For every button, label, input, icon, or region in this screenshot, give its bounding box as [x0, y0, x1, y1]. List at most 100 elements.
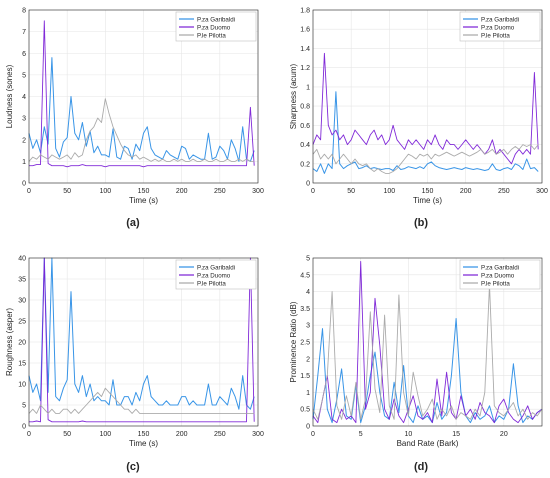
- y-tick-label: 1.8: [300, 8, 310, 15]
- y-tick-label: 40: [18, 256, 26, 263]
- y-tick-label: 3.5: [300, 306, 310, 313]
- series-line-3: [312, 284, 543, 420]
- x-tick-label: 200: [460, 188, 472, 195]
- x-tick-label: 15: [452, 431, 460, 438]
- y-tick-label: 5: [22, 403, 26, 410]
- x-tick-label: 50: [347, 188, 355, 195]
- y-tick-label: 0: [22, 424, 26, 431]
- panel-1: 0 50 100 150 200 250 300 0 1 2 3 4 5 6 7 8 Time (s) Loudn…: [5, 8, 264, 230]
- legend-entry: P.za Duomo: [197, 272, 231, 279]
- x-tick-label: 0: [27, 188, 31, 195]
- x-tick-label: 0: [27, 431, 31, 438]
- x-tick-label: 50: [63, 188, 71, 195]
- x-tick-label: 50: [63, 431, 71, 438]
- y-tick-label: 4: [22, 94, 26, 101]
- y-axis-label: Sharpness (acum): [289, 63, 298, 129]
- y-tick-label: 7: [22, 29, 26, 36]
- y-axis-label: Prominence Ratio (dB): [289, 301, 298, 382]
- plot-frame: [312, 9, 543, 184]
- x-tick-label: 100: [383, 188, 395, 195]
- y-axis-label: Loudness (sones): [5, 64, 14, 128]
- legend-entry: P.le Pilotta: [197, 32, 226, 39]
- y-tick-label: 10: [18, 382, 26, 389]
- legend-entry: P.za Duomo: [197, 24, 231, 31]
- legend-entry: P.za Garibaldi: [197, 264, 235, 271]
- y-tick-label: 25: [18, 319, 26, 326]
- y-tick-label: 4.5: [300, 272, 310, 279]
- x-tick-label: 250: [214, 188, 226, 195]
- y-tick-label: 20: [18, 340, 26, 347]
- x-tick-label: 100: [99, 188, 111, 195]
- y-tick-label: 30: [18, 298, 26, 305]
- plot-frame: [28, 9, 259, 184]
- y-tick-label: 0: [306, 181, 310, 188]
- y-tick-label: 2: [22, 137, 26, 144]
- series-line-3: [28, 387, 255, 414]
- x-tick-label: 150: [138, 431, 150, 438]
- x-tick-label: 200: [176, 431, 188, 438]
- y-tick-label: 0: [22, 181, 26, 188]
- panel-label: (d): [414, 461, 428, 473]
- legend-entry: P.le Pilotta: [481, 280, 510, 287]
- x-tick-label: 150: [138, 188, 150, 195]
- series-line-2: [29, 257, 255, 423]
- plot-frame: [312, 257, 543, 427]
- x-axis-label: Time (s): [413, 196, 442, 205]
- y-tick-label: 1.5: [300, 373, 310, 380]
- legend-entry: P.le Pilotta: [197, 280, 226, 287]
- x-tick-label: 100: [99, 431, 111, 438]
- series-line-1: [28, 57, 255, 162]
- x-tick-label: 0: [311, 431, 315, 438]
- series-line-1: [312, 318, 543, 424]
- y-tick-label: 0.6: [300, 123, 310, 130]
- x-axis-label: Band Rate (Bark): [397, 439, 459, 448]
- y-tick-label: 5: [22, 72, 26, 79]
- y-tick-label: 8: [22, 8, 26, 15]
- panel-4: 0 5 10 15 20 0 0.5 1 1.5 2 2.5 3 3.5 4 4.5 5 Band Rate (…: [289, 256, 543, 473]
- y-tick-label: 1: [306, 84, 310, 91]
- y-tick-label: 1: [306, 390, 310, 397]
- x-tick-label: 0: [311, 188, 315, 195]
- y-tick-label: 6: [22, 51, 26, 58]
- y-tick-label: 0.4: [300, 142, 310, 149]
- x-tick-label: 300: [252, 431, 264, 438]
- y-tick-label: 0.8: [300, 104, 310, 111]
- series-line-3: [312, 144, 539, 174]
- y-tick-label: 2: [306, 356, 310, 363]
- plot-frame: [28, 257, 259, 427]
- x-tick-label: 300: [252, 188, 264, 195]
- x-axis-label: Time (s): [129, 196, 158, 205]
- series-line-1: [28, 257, 255, 410]
- panel-label: (a): [126, 217, 140, 229]
- legend-entry: P.za Duomo: [481, 24, 515, 31]
- series-line-3: [28, 98, 255, 162]
- legend-entry: P.le Pilotta: [481, 32, 510, 39]
- y-tick-label: 35: [18, 277, 26, 284]
- y-tick-label: 0.5: [300, 407, 310, 414]
- legend-entry: P.za Garibaldi: [197, 16, 235, 23]
- y-tick-label: 0.2: [300, 161, 310, 168]
- panel-2: 0 50 100 150 200 250 300 0 0.2 0.4 0.6 0.8 1 1.2 1.4 1.…: [289, 8, 548, 230]
- x-tick-label: 20: [500, 431, 508, 438]
- y-tick-label: 2.5: [300, 340, 310, 347]
- x-tick-label: 10: [405, 431, 413, 438]
- legend-entry: P.za Garibaldi: [481, 16, 519, 23]
- panel-label: (c): [126, 461, 140, 473]
- series-line-1: [312, 91, 539, 174]
- panel-label: (b): [414, 217, 428, 229]
- y-tick-label: 15: [18, 361, 26, 368]
- y-tick-label: 1: [22, 159, 26, 166]
- legend-entry: P.za Garibaldi: [481, 264, 519, 271]
- x-tick-label: 250: [498, 188, 510, 195]
- panel-3: 0 50 100 150 200 250 300 0 5 10 15 20 25 30 35 40 Time (…: [5, 256, 264, 474]
- x-tick-label: 150: [422, 188, 434, 195]
- x-tick-label: 200: [176, 188, 188, 195]
- y-tick-label: 0: [306, 424, 310, 431]
- y-tick-label: 1.6: [300, 27, 310, 34]
- y-axis-label: Roughness (asper): [5, 308, 14, 376]
- y-tick-label: 3: [22, 116, 26, 123]
- legend-entry: P.za Duomo: [481, 272, 515, 279]
- x-tick-label: 300: [536, 188, 548, 195]
- y-tick-label: 1.4: [300, 46, 310, 53]
- series-line-2: [312, 52, 539, 165]
